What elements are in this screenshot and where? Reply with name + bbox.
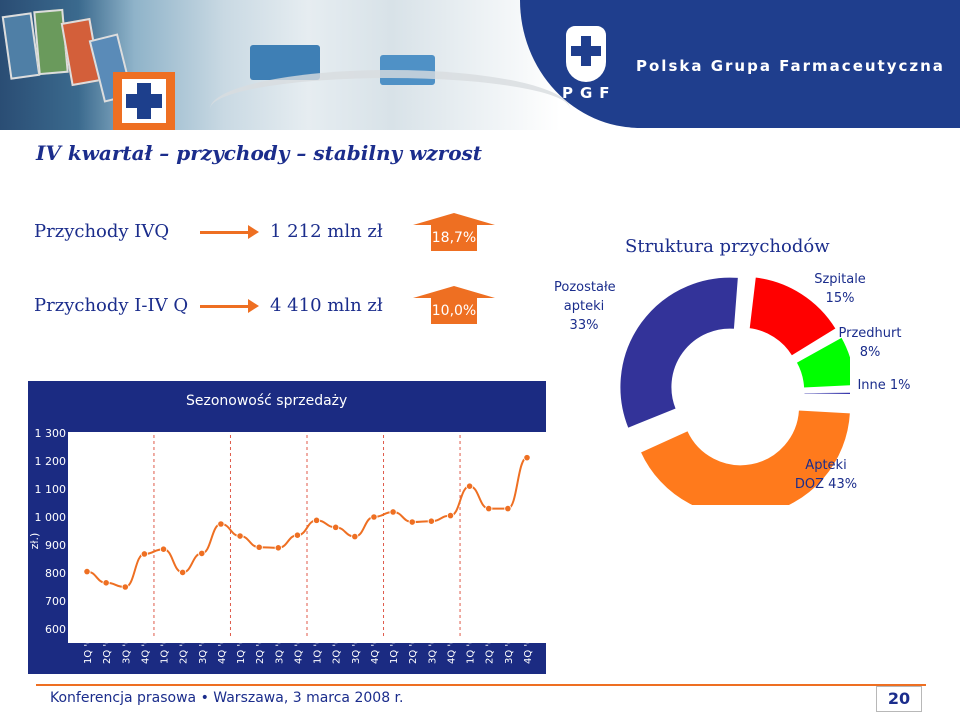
label-szpitale: Szpitale 15% bbox=[814, 272, 866, 306]
company-name: Polska Grupa Farmaceutyczna bbox=[636, 57, 945, 75]
arrow-line bbox=[200, 305, 250, 308]
slice-przedhurt bbox=[795, 336, 850, 389]
label-apteki-doz: Apteki DOZ 43% bbox=[794, 458, 858, 492]
slide-title: IV kwartał – przychody – stabilny wzrost bbox=[36, 141, 483, 165]
header-photo bbox=[0, 0, 570, 130]
arrow-right-icon bbox=[248, 299, 259, 313]
arrow-line bbox=[200, 231, 250, 234]
revenue-structure-donut bbox=[620, 276, 850, 505]
chart-title: Sezonowość sprzedaży bbox=[186, 393, 348, 409]
label-inne: Inne 1% bbox=[857, 378, 911, 393]
pgf-logo-text: PGF bbox=[562, 84, 617, 102]
growth-badge-ivq: 18,7% bbox=[413, 213, 495, 251]
kpi-value-ivq: 1 212 mln zł bbox=[270, 221, 383, 242]
footer-text: Konferencja prasowa • Warszawa, 3 marca … bbox=[50, 690, 404, 706]
slice-szpitale bbox=[748, 276, 837, 357]
page-number: 20 bbox=[876, 686, 922, 712]
arrow-up-icon bbox=[413, 286, 495, 298]
label-przedhurt: Przedhurt 8% bbox=[838, 326, 902, 360]
growth-badge-year: 10,0% bbox=[413, 286, 495, 324]
label-pozostale: Pozostałe apteki 33% bbox=[554, 280, 616, 333]
slice-inne bbox=[803, 391, 850, 395]
growth-value-ivq: 18,7% bbox=[431, 230, 477, 246]
kpi-label-year: Przychody I-IV Q bbox=[34, 295, 189, 316]
structure-title: Struktura przychodów bbox=[625, 236, 830, 257]
growth-value-year: 10,0% bbox=[431, 303, 477, 319]
slice-pozostale bbox=[620, 276, 739, 429]
kpi-value-year: 4 410 mln zł bbox=[270, 295, 383, 316]
slice-apteki-doz bbox=[639, 409, 850, 505]
seasonality-chart-panel bbox=[28, 381, 546, 674]
chart-ylabel: (w mln. zł.) bbox=[15, 520, 41, 562]
kpi-label-ivq: Przychody IVQ bbox=[34, 221, 170, 242]
footer-divider bbox=[36, 684, 926, 686]
pharmacy-cross-logo bbox=[113, 72, 175, 130]
pgf-shield-logo bbox=[566, 26, 606, 82]
arrow-up-icon bbox=[413, 213, 495, 225]
arrow-right-icon bbox=[248, 225, 259, 239]
slide-header: PGF Polska Grupa Farmaceutyczna bbox=[0, 0, 960, 130]
conveyor-image bbox=[210, 70, 570, 148]
